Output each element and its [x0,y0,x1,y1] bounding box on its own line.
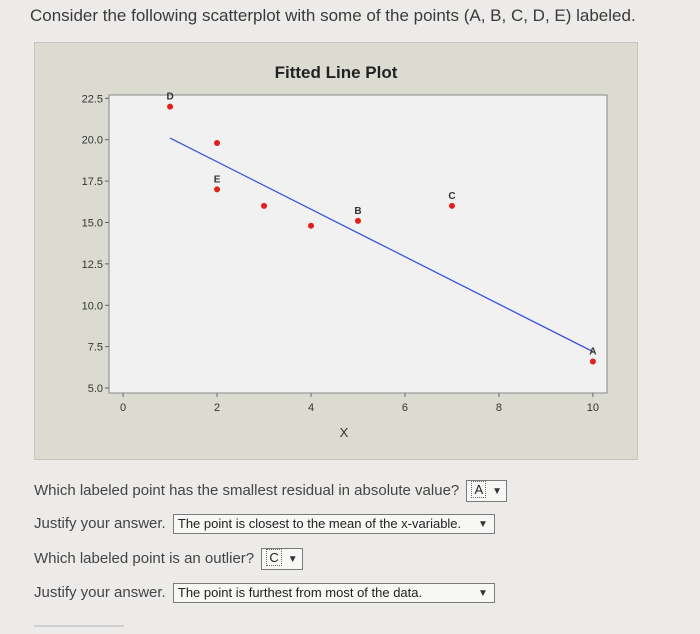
question-2-text: Justify your answer. [34,514,166,532]
justification-2-value: The point is furthest from most of the d… [177,585,423,600]
x-tick-label: 8 [496,402,502,414]
point-label: C [448,191,455,202]
point-label: B [354,206,361,217]
x-tick-label: 6 [402,402,408,414]
plot-area [108,94,608,394]
data-point [261,202,268,209]
plot-title: Fitted Line Plot [274,63,398,82]
fitted-line [169,137,594,353]
y-tick-label: 15.0 [82,217,103,229]
question-3-text: Which labeled point is an outlier? [34,549,255,567]
answer-3-value: C [266,549,282,566]
question-outlier: Which labeled point is an outlier? C ▼ [34,548,303,570]
x-axis-label: X [340,425,349,440]
data-point [355,217,361,224]
answer-3-dropdown[interactable]: C ▼ [261,548,303,570]
point-label: A [589,347,596,358]
scatter-chart: 5.0 7.5 10.0 12.5 15.0 17.5 20.0 22.5 0 2 4 6 8 10 D… [82,92,608,440]
question-justify-1: Justify your answer. The point is closes… [34,514,495,534]
answer-1-dropdown[interactable]: A ▼ [466,480,508,502]
y-tick-label: 5.0 [88,383,103,395]
justification-2-dropdown[interactable]: The point is furthest from most of the d… [172,583,495,603]
answer-1-value: A [471,481,487,498]
y-tick-label: 10.0 [82,300,103,312]
justification-1-dropdown[interactable]: The point is closest to the mean of the … [172,514,495,534]
justification-1-value: The point is closest to the mean of the … [177,516,462,531]
chevron-down-icon: ▼ [477,519,488,530]
point-label: D [166,92,173,103]
question-4-text: Justify your answer. [34,583,166,601]
question-1-text: Which labeled point has the smallest res… [34,481,460,499]
y-tick-label: 20.0 [82,135,103,147]
point-label: E [214,174,221,185]
question-title: Consider the following scatterplot with … [30,6,636,25]
data-point [589,358,596,365]
data-point [308,222,315,229]
chevron-down-icon: ▼ [287,554,298,565]
y-tick-label: 22.5 [82,93,103,105]
data-point [448,202,455,209]
question-justify-2: Justify your answer. The point is furthe… [34,583,495,603]
data-point [167,103,174,110]
data-point [214,140,221,147]
question-smallest-residual: Which labeled point has the smallest res… [34,480,508,502]
x-tick-label: 10 [587,402,599,414]
fitted-line-plot: Fitted Line Plot 5.0 7.5 10.0 12.5 15.0 17.5 2… [34,42,638,460]
x-tick-label: 2 [214,402,220,414]
y-tick-label: 17.5 [82,176,103,188]
y-tick-label: 12.5 [82,259,103,271]
x-tick-label: 0 [120,402,126,414]
chevron-down-icon: ▼ [492,486,503,497]
footer-divider [34,625,124,633]
data-point [214,186,221,193]
y-tick-label: 7.5 [88,342,103,354]
x-tick-label: 4 [308,402,314,414]
chevron-down-icon: ▼ [477,588,488,599]
